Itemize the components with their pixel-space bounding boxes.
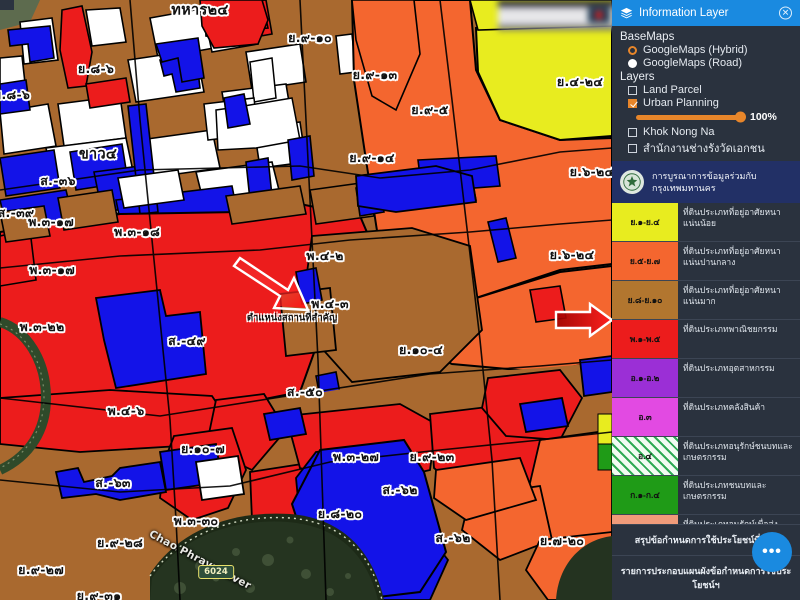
legend-description: ที่ดินประเภทชนบทและเกษตรกรรม [683, 480, 767, 502]
map-canvas[interactable]: ทหาร๒๔ย.๘-๖ย.๘-๖ย.๙-๑๐ย.๙-๑๓ย.๙-๕ย.๔-๒๔ย… [0, 0, 612, 600]
legend-row[interactable]: ย.๕-ย.๗ ที่ดินประเภทที่อยู่อาศัยหนาแน่นปา… [612, 242, 800, 281]
checkbox-checked-icon[interactable] [628, 98, 637, 108]
summary-button[interactable]: สรุปข้อกำหนดการใช้ประโยชน์ที่ดินฯ [612, 524, 800, 555]
legend-row[interactable]: ย.๘-ย.๑๐ ที่ดินประเภทที่อยู่อาศัยหนาแน่นม… [612, 281, 800, 320]
panel-title: Information Layer [639, 7, 729, 19]
layer-land-parcel-label: Land Parcel [643, 84, 702, 96]
poi-arrow-1 [232, 256, 310, 312]
legend-color-swatch: ศ.๑-ศ.๒ [612, 515, 678, 524]
layer-land-parcel[interactable]: Land Parcel [628, 84, 792, 96]
layer-private-survey-office[interactable]: สำนักงานช่างรังวัดเอกชน [628, 139, 792, 157]
legend-row[interactable]: ก.๑-ก.๔ ที่ดินประเภทชนบทและเกษตรกรรม [612, 476, 800, 515]
checkbox-unchecked-icon[interactable] [628, 127, 637, 137]
legend-description: ที่ดินประเภทคลังสินค้า [683, 402, 766, 412]
legend-color-swatch: ก.๑-ก.๔ [612, 476, 678, 514]
basemap-option-hybrid[interactable]: GoogleMaps (Hybrid) [628, 44, 792, 56]
legend-description: ที่ดินประเภทที่อยู่อาศัยหนาแน่นน้อย [683, 207, 781, 229]
bma-text: การบูรณาการข้อมูลร่วมกับ กรุงเทพมหานคร [652, 170, 757, 194]
blurred-overlay-bar [498, 0, 612, 30]
legend-row[interactable]: อ.๔ ที่ดินประเภทอนุรักษ์ชนบทและเกษตรกรรม [612, 437, 800, 476]
bma-line2: กรุงเทพมหานคร [652, 183, 716, 193]
checkbox-unchecked-icon[interactable] [628, 85, 637, 95]
legend-description: ที่ดินประเภทอุตสาหกรรม [683, 363, 775, 373]
legend-row[interactable]: อ.๑-อ.๒ ที่ดินประเภทอุตสาหกรรม [612, 359, 800, 398]
plan-documents-button[interactable]: รายการประกอบแผนผังข้อกำหนดการใช้ประโยชน์… [612, 555, 800, 600]
bma-banner: การบูรณาการข้อมูลร่วมกับ กรุงเทพมหานคร [612, 161, 800, 203]
legend-color-swatch: อ.๑-อ.๒ [612, 359, 678, 397]
blurred-record-icon [588, 7, 610, 23]
poi-note-label: ตำแหน่งสถานที่สำคัญ [246, 312, 338, 324]
layer-khok-nong-na[interactable]: Khok Nong Na [628, 126, 792, 138]
legend-color-swatch: อ.๓ [612, 398, 678, 436]
legend-description: ที่ดินประเภทอนุรักษ์เพื่อส่งเสริมเอกลักษ… [683, 519, 778, 524]
legend-description: ที่ดินประเภทอนุรักษ์ชนบทและเกษตรกรรม [683, 441, 793, 463]
legend-color-swatch: ย.๘-ย.๑๐ [612, 281, 678, 319]
poi-arrow-2 [554, 301, 612, 339]
close-icon[interactable]: ✕ [779, 6, 792, 20]
legend-row[interactable]: ศ.๑-ศ.๒ ที่ดินประเภทอนุรักษ์เพื่อส่งเสริม… [612, 515, 800, 524]
legend-description: ที่ดินประเภทพาณิชยกรรม [683, 324, 778, 334]
legend-row[interactable]: อ.๓ ที่ดินประเภทคลังสินค้า [612, 398, 800, 437]
road-shield-6024: 6024 [198, 565, 234, 579]
more-options-icon[interactable]: ••• [752, 532, 792, 572]
panel-controls: BaseMaps GoogleMaps (Hybrid) GoogleMaps … [612, 26, 800, 161]
radio-unselected-icon[interactable] [628, 58, 637, 68]
basemap-hybrid-label: GoogleMaps (Hybrid) [643, 44, 748, 56]
opacity-value: 100% [750, 111, 777, 123]
radio-selected-icon[interactable] [628, 45, 637, 55]
legend-description: ที่ดินประเภทที่อยู่อาศัยหนาแน่นมาก [683, 285, 781, 307]
layers-icon [620, 7, 633, 20]
legend-row[interactable]: ย.๑-ย.๔ ที่ดินประเภทที่อยู่อาศัยหนาแน่นน้… [612, 203, 800, 242]
slider-track[interactable] [636, 111, 746, 123]
layer-urban-planning[interactable]: Urban Planning [628, 97, 792, 109]
map-polygons [0, 0, 612, 600]
information-layer-panel[interactable]: Information Layer ✕ BaseMaps GoogleMaps … [612, 0, 800, 600]
legend-color-swatch: ย.๕-ย.๗ [612, 242, 678, 280]
basemap-road-label: GoogleMaps (Road) [643, 57, 743, 69]
panel-header: Information Layer ✕ [612, 0, 800, 26]
legend-description: ที่ดินประเภทที่อยู่อาศัยหนาแน่นปานกลาง [683, 246, 781, 268]
layer-urban-planning-label: Urban Planning [643, 97, 719, 109]
opacity-slider[interactable]: 100% [636, 111, 792, 123]
bma-line1: การบูรณาการข้อมูลร่วมกับ [652, 170, 757, 181]
bma-seal-icon [620, 170, 644, 194]
legend-color-swatch: ย.๑-ย.๔ [612, 203, 678, 241]
basemap-option-road[interactable]: GoogleMaps (Road) [628, 57, 792, 69]
slider-knob[interactable] [735, 111, 746, 123]
layer-private-survey-office-label: สำนักงานช่างรังวัดเอกชน [643, 143, 765, 155]
basemaps-title: BaseMaps [620, 31, 675, 43]
layers-title: Layers [620, 71, 655, 83]
legend-color-swatch: อ.๔ [612, 437, 678, 475]
checkbox-unchecked-icon[interactable] [628, 143, 637, 153]
legend-row[interactable]: พ.๑-พ.๕ ที่ดินประเภทพาณิชยกรรม [612, 320, 800, 359]
legend-color-swatch: พ.๑-พ.๕ [612, 320, 678, 358]
legend-list: ย.๑-ย.๔ ที่ดินประเภทที่อยู่อาศัยหนาแน่นน้… [612, 203, 800, 524]
layer-khok-nong-na-label: Khok Nong Na [643, 126, 715, 138]
